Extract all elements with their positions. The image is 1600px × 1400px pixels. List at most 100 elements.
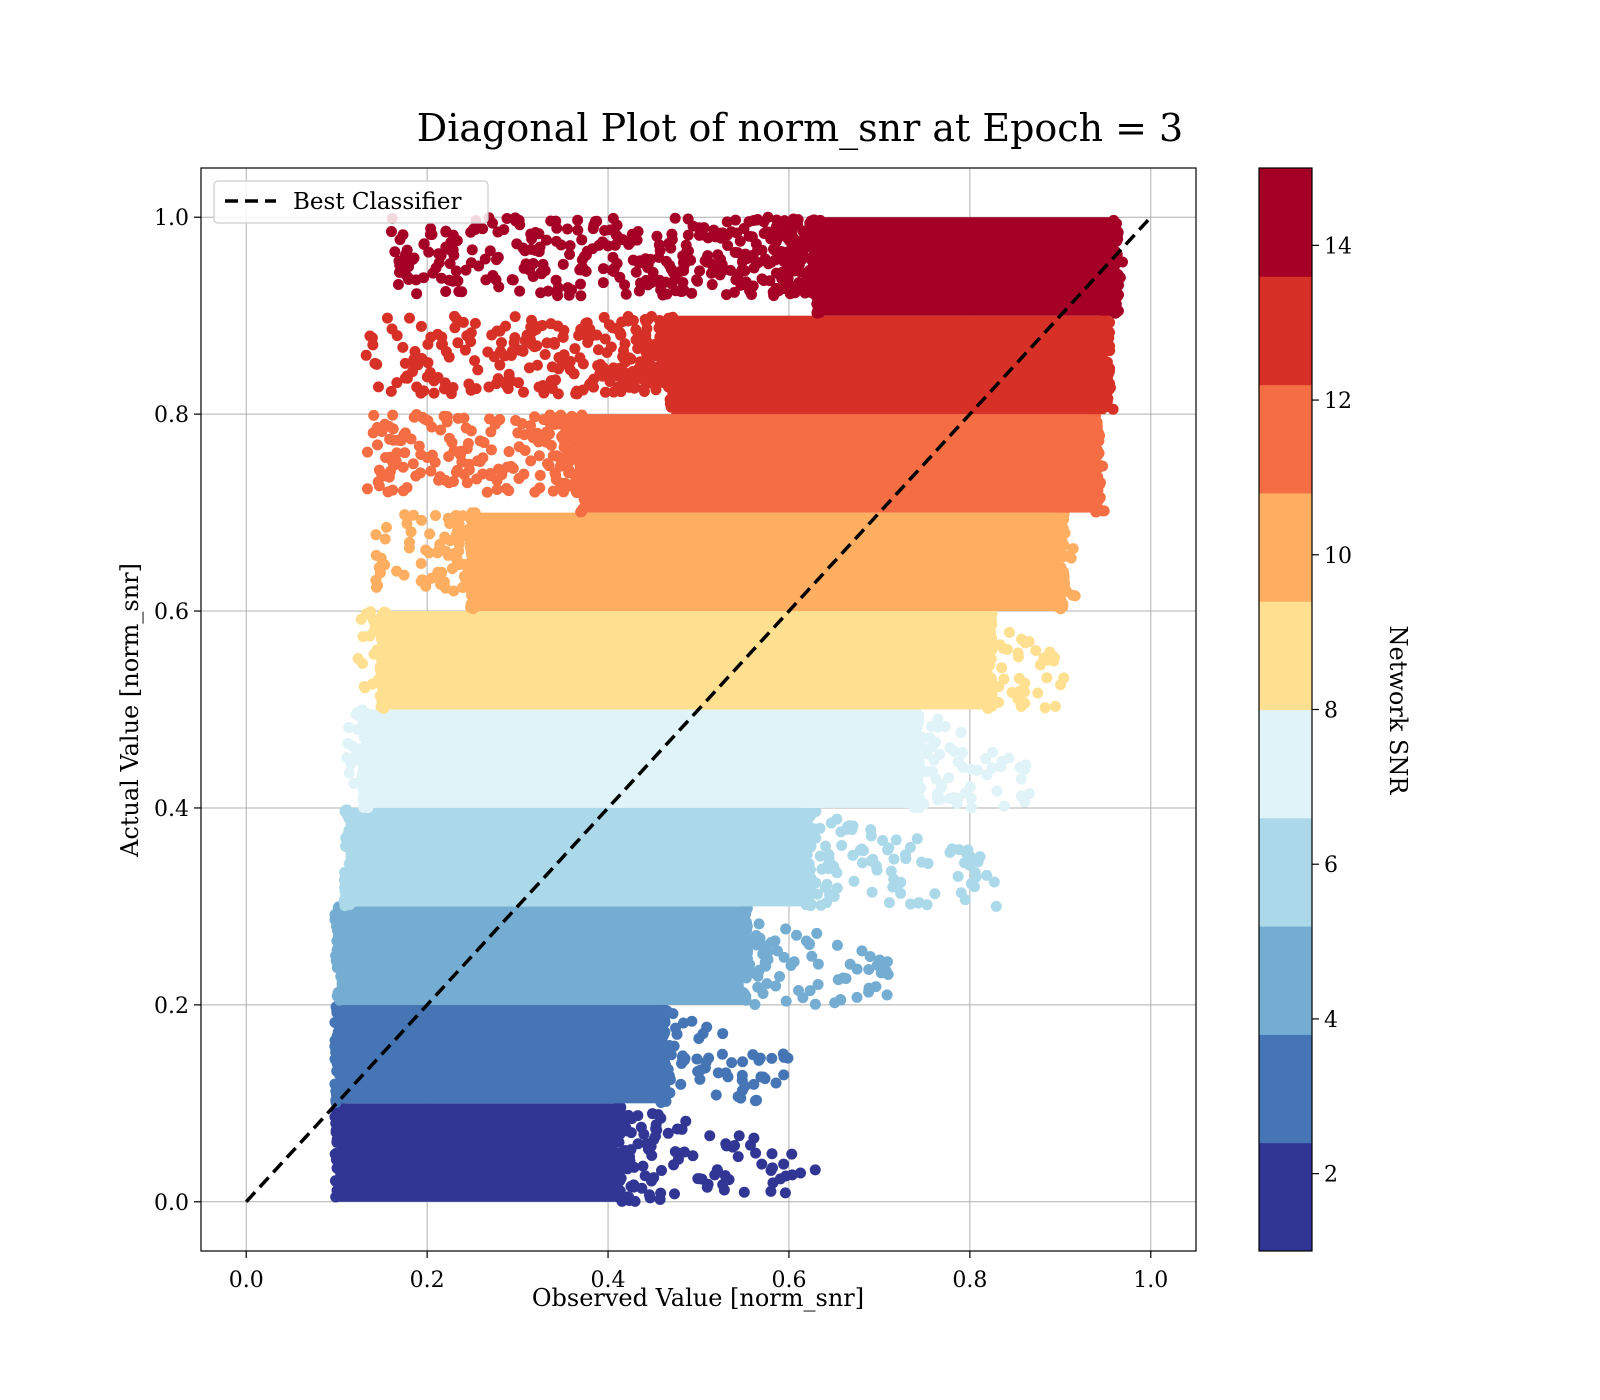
point <box>435 424 447 436</box>
point <box>778 951 790 963</box>
point <box>633 285 645 297</box>
point <box>461 578 473 590</box>
point <box>1053 567 1065 579</box>
point <box>513 344 525 356</box>
point <box>428 387 440 399</box>
point <box>466 601 478 613</box>
point <box>416 514 428 526</box>
point <box>935 793 947 805</box>
point <box>1091 417 1103 429</box>
point <box>546 361 558 373</box>
point <box>877 835 889 847</box>
point <box>935 779 947 791</box>
point <box>444 244 456 256</box>
point <box>599 333 611 345</box>
point <box>493 281 505 293</box>
point <box>801 849 813 861</box>
point <box>748 1132 760 1144</box>
point <box>802 820 814 832</box>
point <box>928 754 940 766</box>
point <box>969 881 981 893</box>
point <box>682 213 694 225</box>
point <box>638 330 650 342</box>
point <box>699 255 711 267</box>
colorbar-band <box>1259 709 1312 819</box>
colorbar-ticks: 2 4 6 8 10 12 14 <box>1312 234 1352 1188</box>
point <box>335 1116 347 1128</box>
point <box>436 566 448 578</box>
point <box>1090 482 1102 494</box>
point <box>716 258 728 270</box>
point <box>422 338 434 350</box>
point <box>609 239 621 251</box>
point <box>387 409 399 421</box>
point <box>391 447 403 459</box>
point <box>612 365 624 377</box>
point <box>339 900 351 912</box>
point <box>533 381 545 393</box>
point <box>397 485 409 497</box>
point <box>516 418 528 430</box>
point <box>699 1062 711 1074</box>
point <box>341 804 353 816</box>
point <box>810 877 822 889</box>
point <box>667 1008 679 1020</box>
point <box>656 1164 668 1176</box>
point <box>1019 796 1031 808</box>
point <box>693 1033 705 1045</box>
point <box>451 313 463 325</box>
point <box>651 230 663 242</box>
point <box>563 289 575 301</box>
point <box>1067 589 1079 601</box>
point <box>638 385 650 397</box>
point <box>1110 306 1122 318</box>
point <box>405 526 417 538</box>
point <box>430 510 442 522</box>
point <box>450 466 462 478</box>
point <box>730 214 742 226</box>
point <box>604 224 616 236</box>
point <box>966 802 978 814</box>
point <box>660 276 672 288</box>
point <box>811 306 823 318</box>
point <box>641 1138 653 1150</box>
point <box>916 856 928 868</box>
point <box>746 935 758 947</box>
y-axis-label: Actual Value [norm_snr] <box>116 563 144 858</box>
point <box>668 1188 680 1200</box>
point <box>564 248 576 260</box>
point <box>545 439 557 451</box>
point <box>870 860 882 872</box>
colorbar-tick-label: 10 <box>1324 544 1352 569</box>
point <box>366 678 378 690</box>
point <box>766 230 778 242</box>
point <box>572 224 584 236</box>
point <box>660 255 672 267</box>
point <box>1012 651 1024 663</box>
point <box>716 1048 728 1060</box>
point <box>752 981 764 993</box>
point <box>988 876 1000 888</box>
point <box>789 287 801 299</box>
point <box>477 223 489 235</box>
point <box>870 981 882 993</box>
point <box>546 382 558 394</box>
point <box>513 441 525 453</box>
x-tick-label: 0.2 <box>410 1268 445 1293</box>
point <box>491 325 503 337</box>
point <box>332 1026 344 1038</box>
point <box>549 467 561 479</box>
point <box>407 458 419 470</box>
point <box>668 1159 680 1171</box>
point <box>657 289 669 301</box>
point <box>625 1180 637 1192</box>
point <box>371 439 383 451</box>
point <box>665 339 677 351</box>
point <box>599 386 611 398</box>
point <box>517 242 529 254</box>
point <box>343 721 355 733</box>
point <box>1103 341 1115 353</box>
point <box>494 359 506 371</box>
point <box>493 463 505 475</box>
colorbar-tick-label: 8 <box>1324 699 1338 724</box>
